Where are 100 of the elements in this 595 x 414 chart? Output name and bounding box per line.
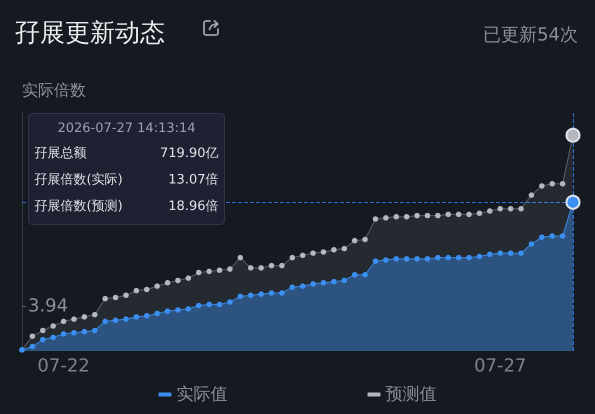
x-tick-label: 07-22	[37, 356, 90, 376]
annotation: 孖展倍数(实际)	[34, 172, 123, 188]
point	[186, 306, 192, 312]
point	[518, 206, 524, 212]
point	[508, 250, 514, 256]
point	[175, 278, 181, 284]
point	[248, 292, 254, 298]
point	[258, 291, 264, 297]
point	[487, 208, 493, 214]
point	[268, 290, 274, 296]
point	[549, 180, 555, 186]
annotation: 2026-07-27 14:13:14	[57, 121, 196, 136]
point	[71, 316, 77, 322]
point	[528, 241, 534, 247]
point	[92, 328, 98, 334]
point	[539, 234, 545, 240]
point	[112, 294, 118, 300]
point	[404, 214, 410, 220]
y-axis-title: 实际倍数	[22, 80, 86, 100]
annotation: 孖展总额	[34, 146, 86, 161]
point	[175, 307, 181, 313]
legend-label: 实际值	[176, 384, 228, 404]
point	[238, 294, 244, 300]
point	[466, 254, 472, 260]
point	[164, 308, 170, 314]
point	[279, 290, 285, 296]
point	[320, 249, 326, 255]
point	[456, 254, 462, 260]
legend-label: 预测值	[386, 384, 436, 404]
point	[102, 296, 108, 302]
point	[424, 256, 430, 262]
point	[82, 328, 88, 334]
point	[518, 250, 524, 256]
point	[560, 180, 566, 186]
point	[123, 316, 129, 322]
point	[476, 254, 482, 260]
point	[196, 270, 202, 276]
point	[394, 256, 400, 262]
x-tick-label: 07-27	[474, 356, 526, 376]
point	[414, 212, 420, 218]
point	[144, 312, 150, 318]
point	[92, 312, 98, 318]
point	[82, 314, 88, 320]
point	[227, 299, 233, 305]
point	[154, 283, 160, 289]
point	[112, 318, 118, 324]
chart-title: 孖展更新动态	[15, 18, 165, 47]
point	[539, 183, 545, 189]
point	[362, 272, 368, 278]
point	[50, 323, 56, 329]
point	[71, 330, 77, 336]
point	[476, 210, 482, 216]
point	[497, 250, 503, 256]
point	[134, 288, 140, 294]
point	[446, 254, 451, 260]
point	[435, 254, 441, 260]
point	[216, 302, 222, 308]
point	[497, 206, 503, 212]
point	[144, 286, 150, 292]
point	[279, 262, 285, 268]
point	[394, 214, 400, 220]
point	[404, 256, 410, 262]
point	[310, 250, 316, 256]
point	[50, 334, 56, 340]
point	[414, 256, 420, 262]
point	[154, 310, 160, 316]
point	[186, 275, 192, 281]
point	[258, 265, 264, 271]
point	[372, 216, 378, 222]
point	[508, 206, 514, 212]
point	[290, 284, 296, 290]
point	[30, 333, 36, 339]
point	[331, 246, 337, 252]
point	[30, 344, 36, 350]
point	[206, 268, 212, 274]
point	[123, 292, 129, 298]
point	[60, 331, 66, 337]
annotation: 13.07倍	[168, 172, 218, 188]
point	[487, 252, 493, 258]
point	[102, 318, 108, 324]
point	[560, 233, 566, 239]
point	[528, 192, 534, 198]
point	[352, 238, 358, 244]
point	[320, 280, 326, 286]
point	[227, 266, 233, 272]
point	[206, 302, 212, 308]
point	[331, 278, 337, 284]
point	[196, 302, 202, 308]
point	[549, 233, 555, 239]
point	[300, 252, 306, 258]
point	[424, 212, 430, 218]
point	[248, 265, 254, 271]
point	[362, 236, 368, 242]
point	[300, 283, 306, 289]
chart-subtitle: 已更新54次	[483, 24, 578, 46]
point	[466, 212, 472, 218]
point	[268, 262, 274, 268]
point	[342, 278, 348, 284]
annotation: 孖展倍数(预测)	[34, 199, 123, 214]
point	[40, 336, 46, 342]
